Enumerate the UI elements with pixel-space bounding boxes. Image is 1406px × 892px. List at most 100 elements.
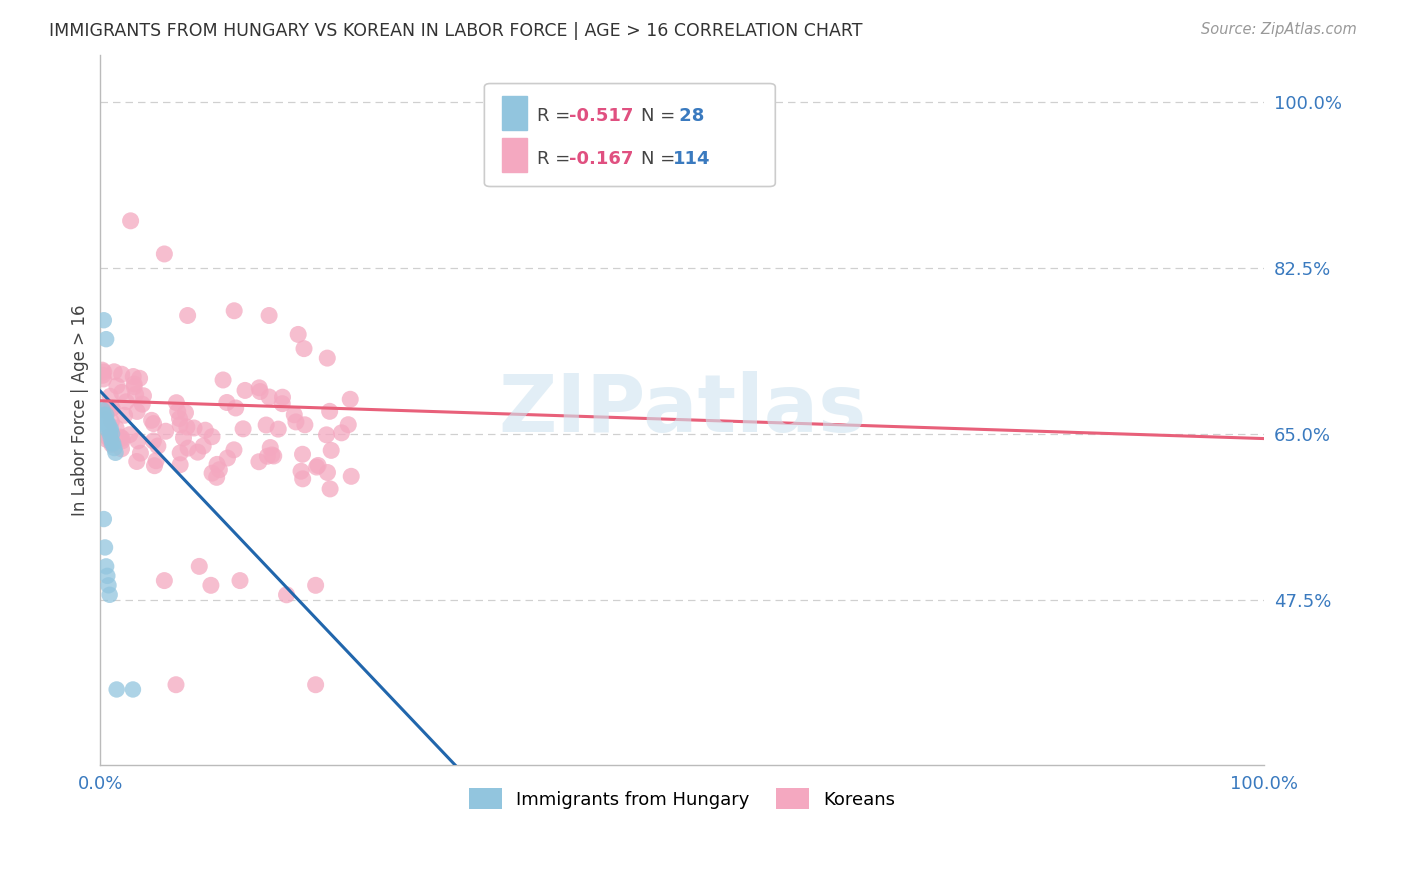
Point	[201, 430, 224, 444]
Point	[101, 436, 124, 450]
Point	[187, 445, 209, 459]
Point	[94, 412, 117, 426]
Point	[105, 682, 128, 697]
Point	[291, 447, 314, 461]
Point	[105, 379, 128, 393]
Point	[100, 415, 122, 429]
Point	[127, 404, 149, 418]
Point	[176, 420, 198, 434]
Point	[232, 422, 254, 436]
Point	[103, 441, 125, 455]
Point	[101, 437, 124, 451]
Text: 28: 28	[673, 107, 704, 125]
Point	[287, 327, 309, 342]
Point	[122, 376, 145, 391]
Point	[146, 439, 169, 453]
Point	[256, 449, 278, 463]
Point	[101, 426, 124, 441]
Point	[111, 434, 134, 448]
Point	[111, 385, 134, 400]
Point	[93, 313, 115, 327]
Point	[208, 463, 231, 477]
Point	[337, 417, 360, 432]
Bar	[502, 95, 527, 129]
Point	[97, 417, 120, 432]
Point	[201, 466, 224, 480]
Point	[205, 458, 228, 472]
Point	[205, 470, 228, 484]
Point	[224, 303, 246, 318]
Point	[105, 421, 128, 435]
Point	[127, 434, 149, 448]
Bar	[502, 138, 527, 172]
Text: -0.517: -0.517	[569, 107, 634, 125]
Point	[257, 390, 280, 404]
Text: 114: 114	[673, 150, 710, 168]
Point	[97, 430, 120, 444]
Point	[233, 384, 256, 398]
FancyBboxPatch shape	[485, 84, 775, 186]
Point	[103, 365, 125, 379]
Point	[142, 417, 165, 431]
Point	[108, 430, 131, 444]
Point	[284, 415, 307, 429]
Point	[165, 678, 187, 692]
Point	[174, 406, 197, 420]
Point	[249, 384, 271, 399]
Point	[98, 422, 121, 436]
Text: IMMIGRANTS FROM HUNGARY VS KOREAN IN LABOR FORCE | AGE > 16 CORRELATION CHART: IMMIGRANTS FROM HUNGARY VS KOREAN IN LAB…	[49, 22, 863, 40]
Point	[93, 512, 115, 526]
Point	[145, 454, 167, 468]
Point	[304, 578, 326, 592]
Point	[315, 428, 337, 442]
Point	[316, 351, 339, 365]
Point	[94, 403, 117, 417]
Point	[93, 408, 115, 422]
Point	[96, 408, 118, 422]
Point	[169, 411, 191, 425]
Point	[260, 448, 283, 462]
Point	[141, 413, 163, 427]
Point	[96, 433, 118, 447]
Point	[319, 482, 342, 496]
Point	[229, 574, 252, 588]
Point	[305, 460, 328, 475]
Point	[93, 372, 115, 386]
Point	[169, 446, 191, 460]
Point	[122, 369, 145, 384]
Point	[173, 431, 195, 445]
Point	[100, 432, 122, 446]
Point	[128, 371, 150, 385]
Point	[101, 436, 124, 450]
Point	[247, 455, 270, 469]
Point	[93, 365, 115, 379]
Point	[96, 417, 118, 432]
Point	[132, 389, 155, 403]
Point	[122, 380, 145, 394]
Point	[131, 397, 153, 411]
Point	[110, 442, 132, 456]
Point	[125, 454, 148, 468]
Point	[118, 427, 141, 442]
Point	[91, 363, 114, 377]
Point	[101, 401, 124, 415]
Point	[177, 441, 200, 455]
Y-axis label: In Labor Force | Age > 16: In Labor Force | Age > 16	[72, 304, 89, 516]
Point	[124, 387, 146, 401]
Text: N =: N =	[641, 150, 682, 168]
Point	[142, 434, 165, 448]
Point	[340, 469, 363, 483]
Point	[153, 247, 176, 261]
Point	[155, 424, 177, 438]
Point	[111, 431, 134, 445]
Point	[200, 578, 222, 592]
Point	[96, 559, 118, 574]
Point	[257, 309, 280, 323]
Point	[169, 458, 191, 472]
Point	[290, 464, 312, 478]
Point	[153, 574, 176, 588]
Point	[318, 404, 340, 418]
Point	[143, 458, 166, 473]
Text: N =: N =	[641, 107, 682, 125]
Point	[271, 390, 294, 404]
